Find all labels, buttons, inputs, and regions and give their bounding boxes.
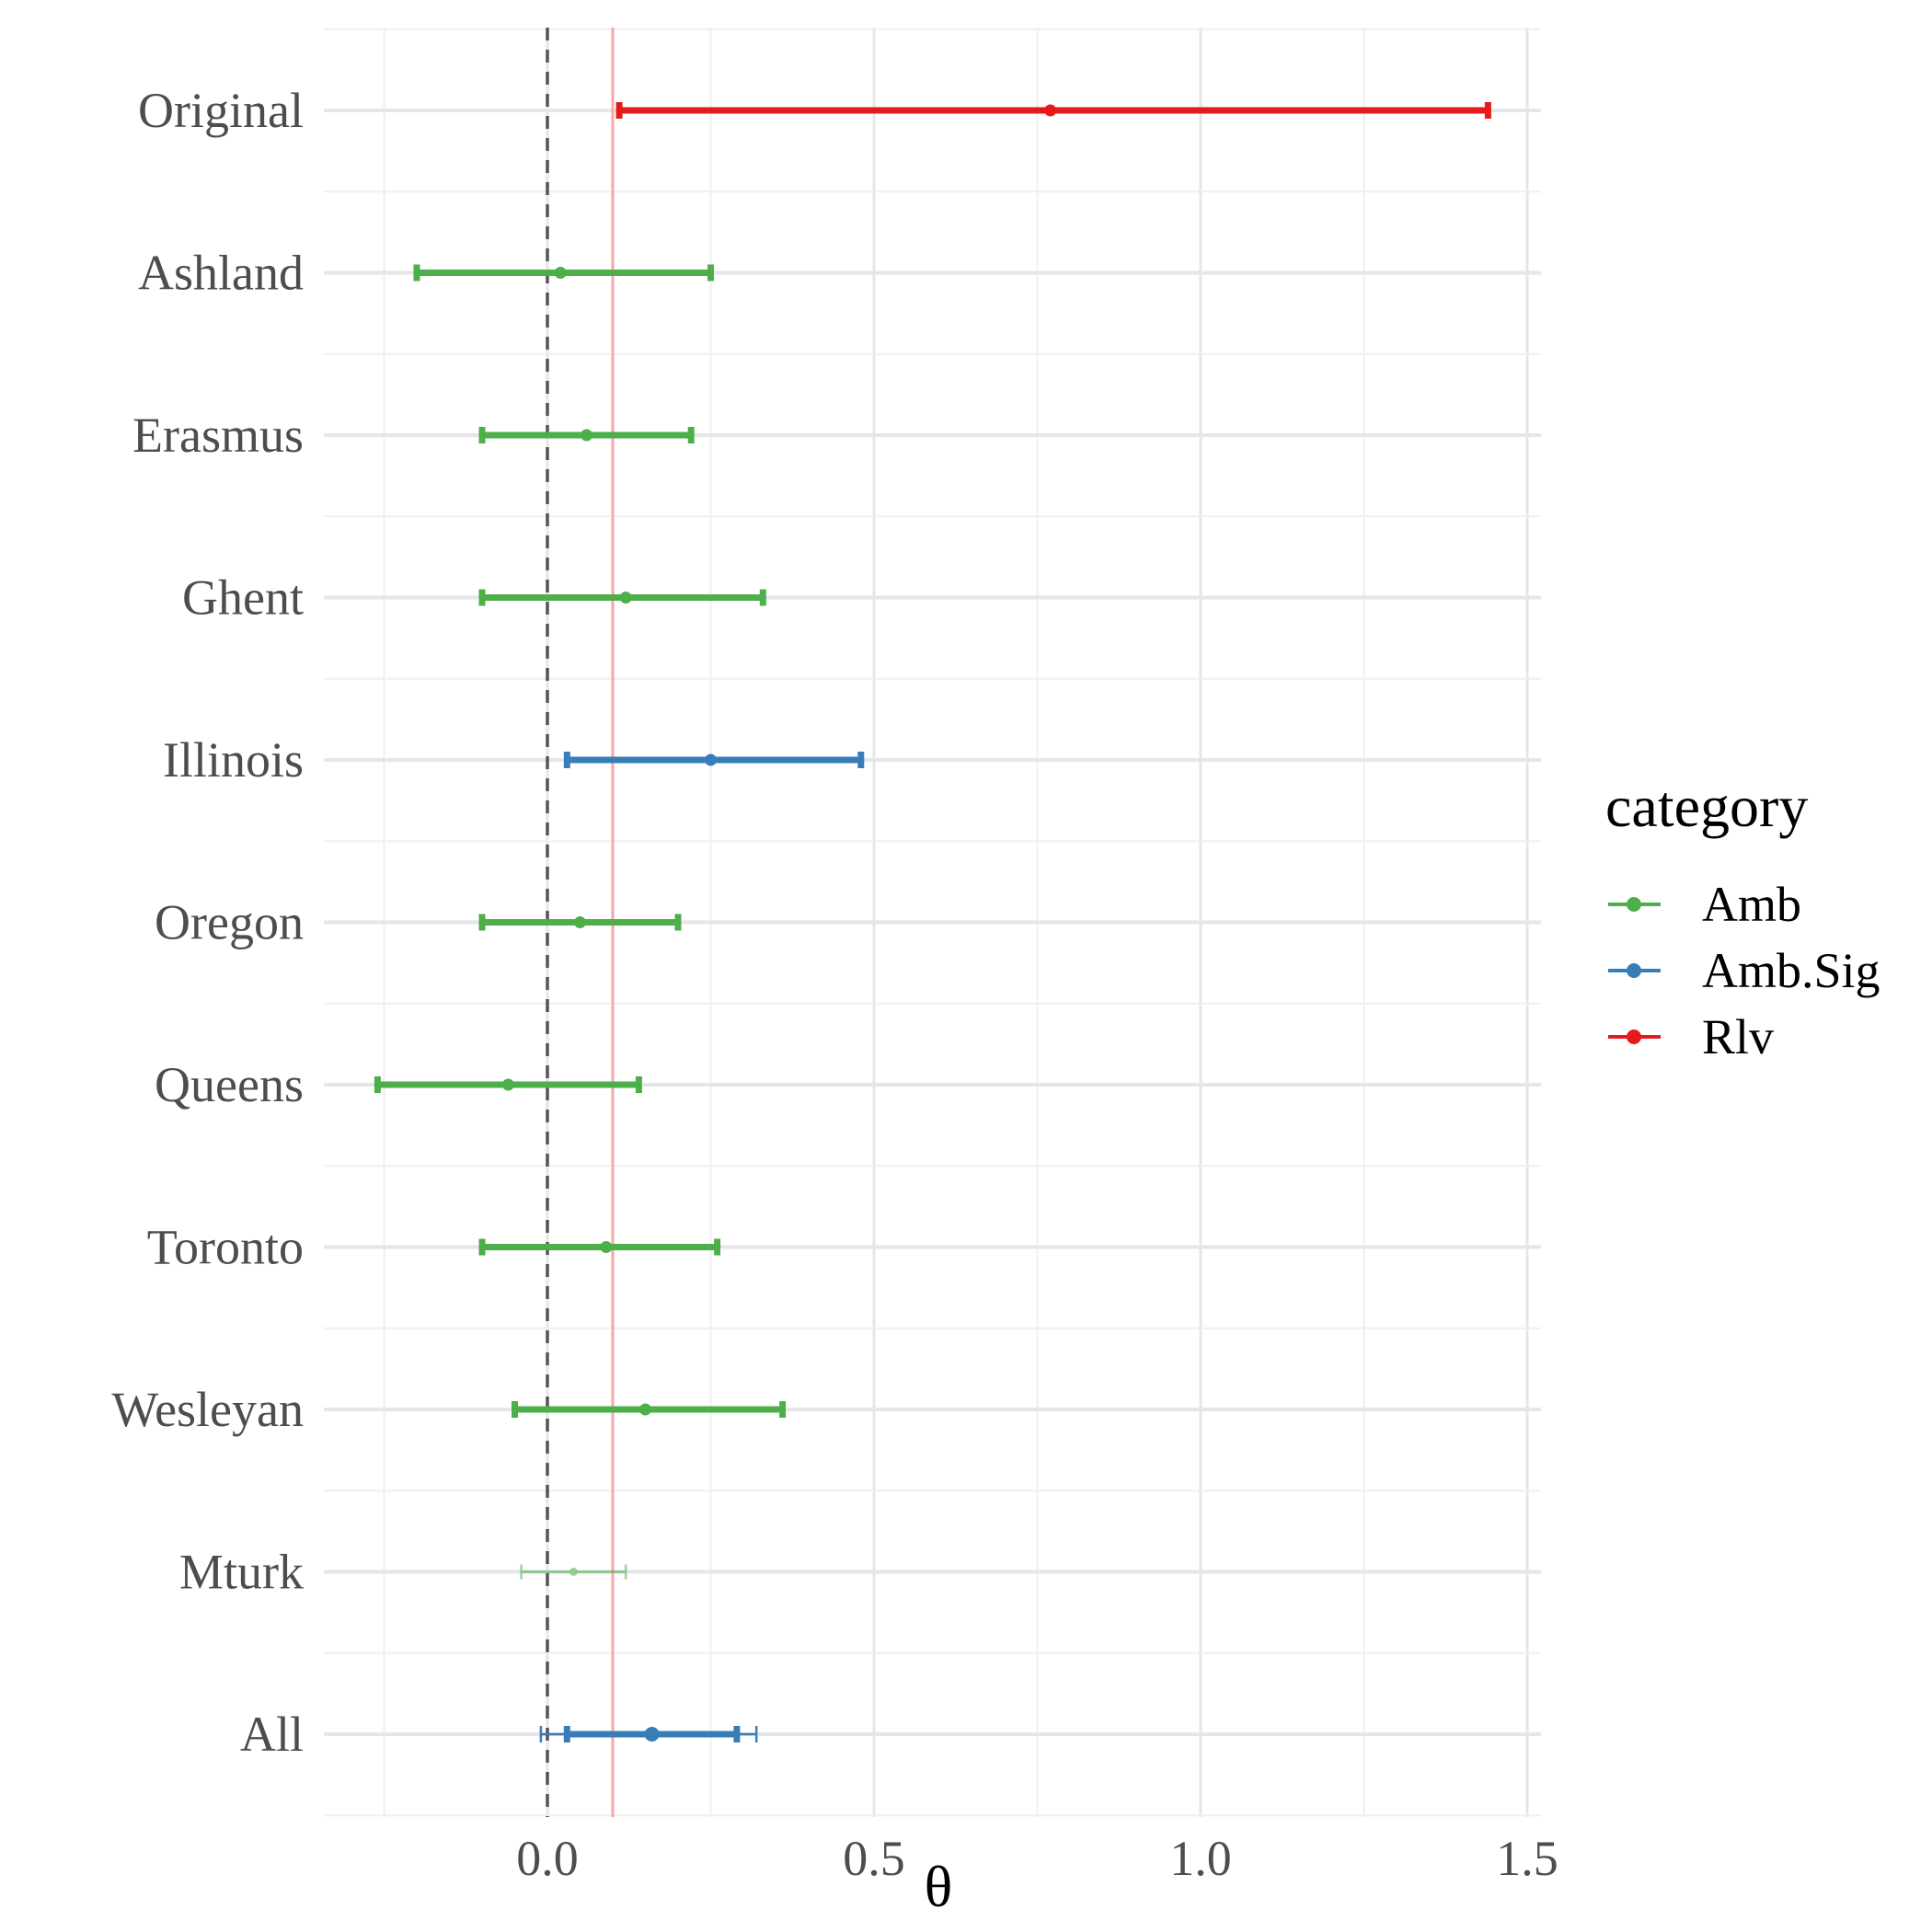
legend-key-point: [1627, 897, 1641, 912]
x-tick-label: 0.5: [843, 1831, 905, 1886]
data-row-toronto: [478, 1238, 721, 1256]
data-row-all: [539, 1726, 758, 1742]
point-estimate: [581, 429, 593, 442]
y-tick-label: Original: [138, 83, 304, 138]
x-axis-title: θ: [925, 1854, 953, 1919]
x-tick-label: 1.0: [1169, 1831, 1232, 1886]
legend-label: Amb: [1702, 877, 1801, 932]
legend-item-amb: Amb: [1608, 877, 1801, 932]
data-row-ghent: [478, 589, 766, 606]
point-estimate: [705, 753, 717, 766]
x-tick-label: 1.5: [1496, 1831, 1558, 1886]
plot-area: [374, 102, 1491, 1742]
legend-items: Amb Amb.Sig Rlv: [1608, 877, 1880, 1064]
y-tick-label: Illinois: [163, 732, 304, 788]
data-row-mturk: [520, 1564, 627, 1580]
y-axis: Original Ashland Erasmus Ghent Illinois Orego…: [111, 83, 304, 1762]
y-tick-label: Erasmus: [132, 408, 304, 463]
data-row-ashland: [413, 264, 714, 282]
point-estimate: [644, 1727, 660, 1742]
data-row-oregon: [478, 914, 682, 931]
data-row-original: [615, 102, 1491, 119]
point-estimate: [1044, 104, 1057, 117]
legend-label: Rlv: [1702, 1009, 1774, 1064]
y-tick-label: All: [240, 1707, 304, 1762]
legend-label: Amb.Sig: [1702, 943, 1880, 998]
y-tick-label: Queens: [155, 1057, 304, 1112]
data-row-illinois: [563, 752, 865, 768]
legend-item-rlv: Rlv: [1608, 1009, 1774, 1064]
legend-title: category: [1605, 774, 1808, 839]
y-tick-label: Ghent: [182, 570, 304, 626]
legend-key-point: [1627, 963, 1641, 978]
point-estimate: [574, 916, 586, 928]
point-estimate: [569, 1568, 578, 1576]
point-estimate: [639, 1403, 651, 1416]
data-row-erasmus: [478, 427, 695, 443]
data-row-queens: [374, 1076, 642, 1093]
legend-item-amb-sig: Amb.Sig: [1608, 943, 1880, 998]
legend: category Amb Amb.Sig Rlv: [1605, 774, 1880, 1064]
legend-key-point: [1627, 1029, 1641, 1044]
grid: [324, 28, 1541, 1817]
data-row-wesleyan: [512, 1401, 787, 1418]
y-tick-label: Wesleyan: [111, 1382, 304, 1437]
point-estimate: [619, 592, 632, 604]
x-tick-label: 0.0: [516, 1831, 579, 1886]
point-estimate: [600, 1241, 613, 1253]
y-tick-label: Mturk: [179, 1545, 304, 1600]
x-axis: 0.0 0.5 1.0 1.5: [516, 1831, 1558, 1886]
y-tick-label: Toronto: [147, 1220, 304, 1275]
y-tick-label: Oregon: [155, 895, 304, 950]
point-estimate: [501, 1078, 514, 1091]
point-estimate: [554, 267, 567, 279]
y-tick-label: Ashland: [138, 246, 304, 301]
